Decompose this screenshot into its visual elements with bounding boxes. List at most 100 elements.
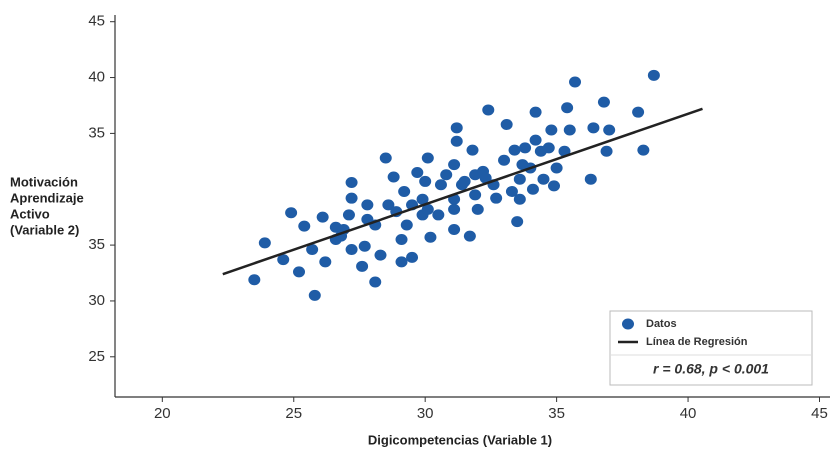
point — [306, 244, 319, 256]
x-tick-label: 20 — [154, 405, 171, 422]
point — [479, 172, 492, 184]
point — [356, 260, 369, 272]
point — [395, 234, 408, 246]
point — [597, 96, 610, 108]
x-tick-label: 45 — [811, 405, 828, 422]
point — [647, 69, 660, 81]
point — [471, 203, 484, 215]
point — [550, 162, 563, 174]
legend-label: Datos — [646, 318, 677, 330]
y-tick-label: 25 — [88, 348, 105, 365]
point — [298, 220, 311, 232]
legend-swatch — [622, 318, 634, 330]
point — [529, 106, 542, 118]
point — [345, 192, 358, 204]
x-tick-label: 30 — [417, 405, 434, 422]
point — [398, 185, 411, 197]
point — [421, 152, 434, 164]
point — [513, 193, 526, 205]
y-tick-label: 45 — [88, 13, 105, 30]
x-tick-label: 40 — [680, 405, 697, 422]
annotation: r = 0.68, p < 0.001 — [653, 361, 769, 377]
point — [358, 240, 371, 252]
point — [316, 211, 329, 223]
y-tick-label: 35 — [88, 124, 105, 141]
point — [342, 209, 355, 221]
point — [526, 183, 539, 195]
y-axis-label: Activo — [10, 206, 50, 221]
point — [466, 144, 479, 156]
regression-line — [222, 107, 703, 276]
point — [498, 154, 511, 166]
point — [637, 144, 650, 156]
point — [361, 199, 374, 211]
point — [458, 175, 471, 187]
point — [382, 199, 395, 211]
point — [285, 207, 298, 219]
point — [450, 122, 463, 134]
point — [448, 159, 461, 171]
point — [387, 171, 400, 183]
point — [529, 134, 542, 146]
y-axis-label: (Variable 2) — [10, 222, 79, 237]
point — [603, 124, 616, 136]
point — [490, 192, 503, 204]
point — [248, 274, 261, 286]
point — [513, 173, 526, 185]
y-tick-label: 40 — [88, 69, 105, 86]
point — [400, 219, 413, 231]
point — [432, 209, 445, 221]
point — [469, 189, 482, 201]
point — [561, 102, 574, 114]
y-axis-label: Motivación — [10, 174, 78, 189]
point — [379, 152, 392, 164]
point — [411, 166, 424, 178]
point — [424, 231, 437, 243]
point — [584, 173, 597, 185]
y-tick-label: 35 — [88, 236, 105, 253]
legend-box — [609, 310, 813, 386]
point — [482, 104, 495, 116]
point — [374, 249, 387, 261]
point — [448, 203, 461, 215]
point — [563, 124, 576, 136]
point — [545, 124, 558, 136]
point — [500, 118, 513, 130]
point — [587, 122, 600, 134]
point — [448, 223, 461, 235]
point — [345, 244, 358, 256]
point — [345, 177, 358, 189]
point — [277, 254, 290, 266]
point — [419, 175, 432, 187]
point — [511, 216, 524, 228]
point — [558, 145, 571, 157]
point — [463, 230, 476, 242]
point — [450, 135, 463, 147]
point — [395, 256, 408, 268]
y-tick-label: 30 — [88, 292, 105, 309]
point — [416, 193, 429, 205]
point — [519, 142, 532, 154]
point — [537, 173, 550, 185]
point — [308, 289, 321, 301]
point — [434, 179, 447, 191]
point — [421, 203, 434, 215]
point — [632, 106, 645, 118]
x-tick-label: 35 — [548, 405, 565, 422]
y-axis-label: Aprendizaje — [10, 190, 84, 205]
point — [600, 145, 613, 157]
point — [569, 76, 582, 88]
point — [406, 251, 419, 263]
point — [542, 142, 555, 154]
x-tick-label: 25 — [285, 405, 302, 422]
point — [369, 276, 382, 288]
point — [508, 144, 521, 156]
point — [505, 185, 518, 197]
point — [258, 237, 271, 249]
point — [293, 266, 306, 278]
point — [547, 180, 560, 192]
point — [440, 169, 453, 181]
x-axis-label: Digicompetencias (Variable 1) — [368, 432, 552, 447]
